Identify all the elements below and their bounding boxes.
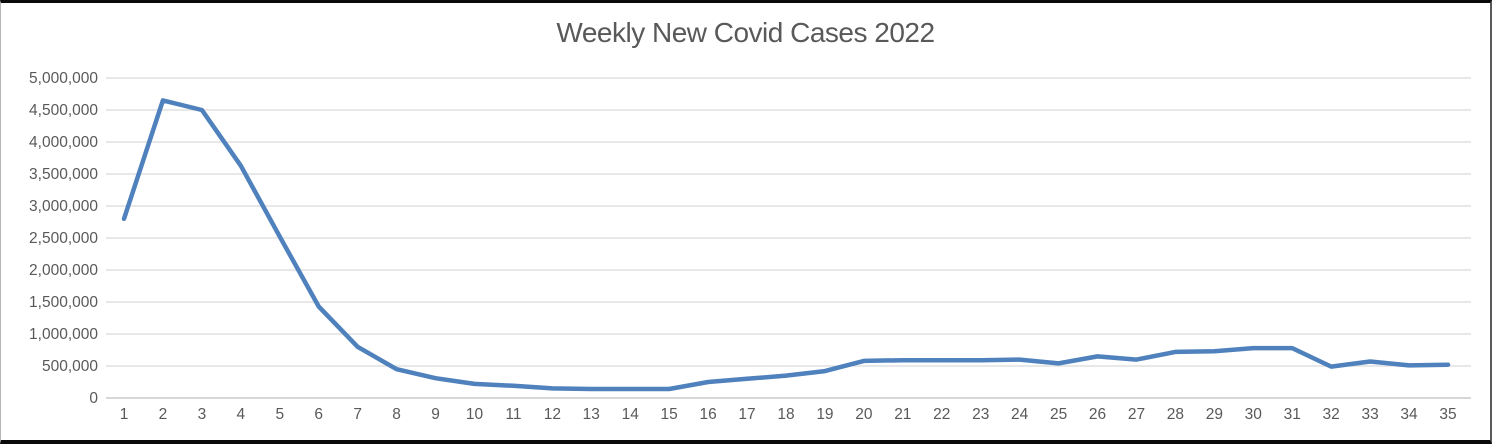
y-axis-tick-label: 3,000,000	[29, 198, 98, 215]
x-axis-tick-label: 33	[1361, 406, 1378, 423]
x-axis-tick-label: 22	[933, 406, 950, 423]
x-axis-tick-label: 4	[237, 406, 246, 423]
x-axis-tick-label: 31	[1284, 406, 1301, 423]
x-axis-tick-label: 9	[431, 406, 440, 423]
x-axis-tick-label: 26	[1089, 406, 1106, 423]
covid-cases-line	[121, 98, 1451, 392]
y-axis-tick-label: 4,000,000	[29, 134, 98, 151]
x-axis-tick-label: 34	[1400, 406, 1418, 423]
y-axis-tick-label: 1,000,000	[29, 326, 98, 343]
x-axis-tick-label: 5	[275, 406, 284, 423]
x-axis-tick-label: 14	[622, 406, 640, 423]
x-axis-tick-label: 6	[314, 406, 323, 423]
x-axis-tick-label: 16	[699, 406, 716, 423]
y-axis-tick-label: 2,500,000	[29, 230, 98, 247]
y-axis-tick-label: 5,000,000	[29, 70, 98, 87]
x-axis-tick-label: 2	[159, 406, 168, 423]
y-axis-tick-label: 0	[89, 390, 98, 407]
x-axis-tick-label: 27	[1128, 406, 1145, 423]
x-axis-tick-label: 10	[466, 406, 484, 423]
x-axis-tick-label: 13	[583, 406, 600, 423]
y-axis-tick-label: 2,000,000	[29, 262, 98, 279]
y-axis-tick-label: 1,500,000	[29, 294, 98, 311]
x-axis-tick-label: 28	[1167, 406, 1184, 423]
x-axis-tick-label: 18	[777, 406, 794, 423]
x-axis-tick-label: 12	[544, 406, 561, 423]
x-axis-tick-label: 8	[392, 406, 401, 423]
x-axis-tick-label: 3	[198, 406, 207, 423]
x-axis-tick-label: 17	[738, 406, 755, 423]
x-axis-tick-label: 21	[894, 406, 911, 423]
x-axis-tick-label: 24	[1011, 406, 1029, 423]
y-axis-tick-label: 500,000	[42, 358, 98, 375]
x-axis-tick-label: 30	[1245, 406, 1263, 423]
x-axis-tick-label: 19	[816, 406, 833, 423]
x-axis-tick-label: 15	[661, 406, 678, 423]
x-axis-tick-label: 32	[1323, 406, 1340, 423]
x-axis-tick-label: 23	[972, 406, 989, 423]
x-axis-tick-label: 11	[505, 406, 521, 423]
y-axis-tick-label: 4,500,000	[29, 102, 98, 119]
x-axis-tick-label: 25	[1050, 406, 1067, 423]
x-axis-tick-label: 35	[1439, 406, 1456, 423]
y-axis-tick-label: 3,500,000	[29, 166, 98, 183]
chart-title: Weekly New Covid Cases 2022	[556, 17, 935, 48]
x-axis-tick-label: 20	[855, 406, 873, 423]
x-axis-tick-label: 7	[353, 406, 362, 423]
chart-canvas: 0 500,000 1,000,000 1,500,000 2,000,000 2,500…	[29, 70, 1471, 423]
x-axis-tick-label: 1	[120, 406, 129, 423]
x-axis-tick-label: 29	[1206, 406, 1223, 423]
